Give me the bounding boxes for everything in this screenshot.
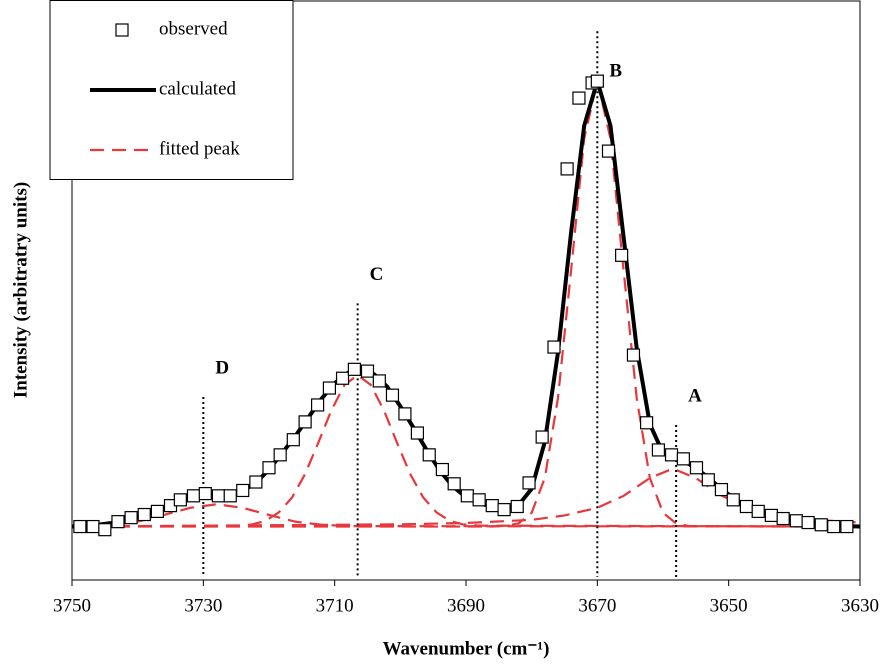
x-tick-label: 3650: [710, 595, 748, 616]
observed-point: [372, 374, 386, 388]
observed-point: [764, 508, 778, 523]
observed-point: [298, 415, 312, 429]
observed-point: [347, 362, 361, 376]
observed-point: [776, 511, 790, 526]
observed-point: [615, 248, 629, 262]
observed-point: [273, 448, 287, 462]
observed-point: [86, 519, 100, 534]
observed-point: [410, 426, 425, 440]
observed-point: [664, 448, 679, 462]
observed-point: [522, 476, 536, 490]
observed-point: [73, 519, 87, 534]
observed-point: [262, 461, 276, 475]
annotation-label: A: [688, 385, 702, 406]
observed-point: [560, 162, 574, 176]
observed-point: [111, 515, 125, 529]
observed-point: [651, 443, 666, 457]
observed-point: [223, 489, 237, 503]
observed-point: [639, 416, 654, 430]
observed-point: [249, 475, 263, 489]
observed-point: [435, 462, 449, 477]
observed-point: [137, 507, 151, 522]
observed-point: [150, 504, 164, 519]
observed-point: [714, 482, 729, 497]
line-series: [71, 374, 861, 528]
legend-label: observed: [159, 18, 228, 39]
observed-point: [198, 486, 212, 501]
observed-point: [398, 407, 412, 421]
observed-point: [173, 493, 187, 507]
observed-point: [701, 473, 715, 487]
observed-point: [335, 371, 350, 385]
legend: observed calculated fitted peak: [49, 0, 294, 180]
line-series: [72, 80, 861, 528]
legend-label: calculated: [159, 78, 237, 99]
observed-point: [827, 519, 841, 534]
annotation-label: D: [215, 357, 229, 378]
x-tick-label: 3690: [447, 595, 485, 616]
x-tick-label: 3730: [184, 595, 222, 616]
observed-point: [590, 74, 604, 88]
x-axis-label: Wavenumber (cm⁻¹): [383, 638, 550, 659]
observed-point: [286, 433, 300, 447]
observed-point: [801, 515, 815, 530]
observed-point: [626, 348, 641, 362]
annotation-label: B: [609, 61, 622, 82]
x-tick-label: 3630: [841, 595, 879, 616]
observed-point: [472, 493, 486, 507]
observed-point: [460, 489, 474, 503]
observed-point: [124, 511, 138, 525]
observed-point: [814, 518, 828, 532]
observed-point: [211, 489, 226, 503]
legend-marker: [115, 23, 129, 37]
plot-area: A B C D: [71, 31, 861, 577]
x-tick-label: 3750: [53, 595, 91, 616]
observed-point: [322, 381, 337, 395]
observed-point: [840, 519, 854, 534]
observed-point: [572, 91, 586, 105]
observed-point: [236, 483, 250, 498]
observed-point: [360, 364, 375, 378]
observed-point: [385, 388, 400, 402]
legend-label: fitted peak: [159, 138, 240, 159]
annotation-label: C: [370, 264, 384, 285]
observed-point: [485, 499, 499, 513]
observed-point: [98, 523, 112, 537]
observed-point: [547, 340, 561, 354]
line-series: [71, 503, 861, 528]
observed-point: [739, 499, 753, 514]
observed-point: [510, 499, 524, 514]
x-tick-label: 3710: [316, 595, 354, 616]
observed-point: [726, 493, 740, 507]
observed-point: [447, 477, 461, 491]
observed-point: [789, 514, 803, 528]
observed-point: [422, 448, 436, 462]
observed-point: [310, 398, 325, 412]
y-axis-label: Intensity (arbitratry units): [10, 182, 31, 398]
observed-point: [497, 503, 511, 517]
observed-point: [676, 452, 690, 466]
observed-point: [751, 504, 765, 519]
x-tick-label: 3670: [578, 595, 616, 616]
observed-point: [601, 144, 616, 158]
observed-point: [689, 461, 704, 475]
observed-point: [186, 489, 201, 503]
observed-point: [535, 430, 549, 444]
